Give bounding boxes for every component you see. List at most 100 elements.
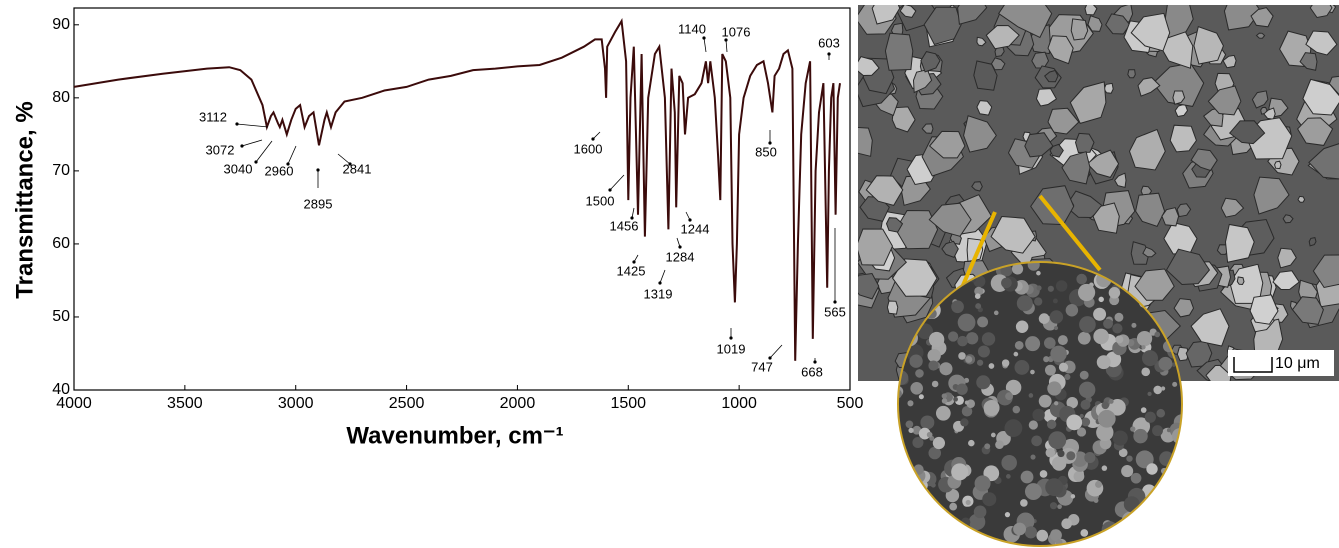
y-axis-title: Transmittance, %: [11, 101, 38, 298]
peak-label: 1500: [586, 193, 615, 208]
zoom-texture: [1153, 386, 1162, 395]
peak-arrow-head: [678, 245, 681, 248]
sem-particle: [1237, 277, 1244, 285]
zoom-texture: [901, 521, 912, 532]
zoom-texture: [1137, 331, 1152, 346]
peak-label: 3072: [206, 142, 235, 157]
zoom-texture: [951, 300, 964, 313]
zoom-texture: [1001, 455, 1017, 471]
zoom-texture: [1015, 341, 1024, 350]
zoom-texture: [1144, 531, 1153, 540]
zoom-texture: [1113, 430, 1128, 445]
zoom-texture: [1078, 332, 1091, 345]
zoom-texture: [1016, 321, 1028, 333]
zoom-texture: [1021, 471, 1034, 484]
zoom-texture: [984, 443, 990, 449]
peak-arrow-head: [688, 218, 691, 221]
sem-particle: [1128, 70, 1136, 78]
zoom-texture: [898, 496, 912, 510]
zoom-texture: [908, 428, 913, 433]
zoom-texture: [1133, 429, 1147, 443]
peak-label: 1425: [617, 263, 646, 278]
peak-arrow-head: [702, 36, 705, 39]
zoom-texture: [1045, 478, 1063, 496]
zoom-texture: [910, 513, 922, 525]
x-tick-label: 1500: [610, 395, 646, 412]
zoom-texture: [1080, 529, 1088, 537]
zoom-texture: [949, 503, 957, 511]
zoom-texture: [942, 398, 948, 404]
zoom-texture: [1061, 518, 1072, 529]
zoom-texture: [1029, 393, 1034, 398]
sem-particle: [1298, 196, 1305, 202]
peak-arrow-head: [630, 216, 633, 219]
peak-arrow-head: [724, 38, 727, 41]
zoom-texture: [1005, 392, 1013, 400]
zoom-texture: [1131, 323, 1136, 328]
zoom-texture: [1167, 428, 1171, 432]
zoom-texture: [1097, 355, 1111, 369]
y-tick-label: 50: [52, 308, 70, 325]
zoom-texture: [1050, 346, 1067, 363]
zoom-texture: [1053, 298, 1058, 303]
peak-label: 2960: [265, 163, 294, 178]
zoom-texture: [1030, 370, 1035, 375]
sem-particle: [887, 301, 897, 314]
peak-label: 1456: [610, 218, 639, 233]
peak-label: 747: [751, 359, 773, 374]
zoom-texture: [974, 506, 987, 519]
zoom-texture: [984, 400, 1000, 416]
zoom-texture: [1057, 504, 1062, 509]
zoom-texture: [1013, 523, 1026, 536]
zoom-texture: [915, 369, 924, 378]
y-tick-label: 90: [52, 16, 70, 33]
zoom-texture: [1080, 371, 1089, 380]
zoom-texture: [919, 394, 924, 399]
peak-arrow-head: [235, 122, 238, 125]
zoom-texture: [1030, 454, 1035, 459]
peak-label: 668: [801, 364, 823, 379]
zoom-texture: [932, 381, 939, 388]
zoom-texture: [920, 415, 934, 429]
peak-arrow-head: [813, 360, 816, 363]
zoom-texture: [927, 432, 933, 438]
zoom-texture: [938, 539, 955, 548]
zoom-texture: [1046, 448, 1056, 458]
zoom-texture: [1146, 463, 1157, 474]
zoom-texture: [989, 363, 995, 369]
peak-arrow-head: [827, 52, 830, 55]
zoom-texture: [1147, 392, 1151, 396]
zoom-texture: [994, 311, 999, 316]
x-tick-label: 2000: [500, 395, 536, 412]
peak-label: 1244: [681, 221, 710, 236]
peak-arrow: [660, 270, 665, 283]
zoom-texture: [907, 400, 913, 406]
zoom-texture: [958, 314, 976, 332]
zoom-texture: [1013, 406, 1021, 414]
y-tick-label: 40: [52, 381, 70, 398]
zoom-texture: [944, 524, 960, 540]
peak-label: 1600: [574, 141, 603, 156]
peak-label: 3112: [199, 109, 227, 124]
zoom-texture: [1047, 420, 1056, 429]
zoom-texture: [1161, 535, 1169, 543]
zoom-texture: [966, 332, 978, 344]
zoom-texture: [948, 331, 958, 341]
peak-label: 1076: [722, 24, 751, 39]
zoom-texture: [1001, 278, 1012, 289]
peak-arrow-head: [591, 137, 594, 140]
zoom-texture: [977, 316, 988, 327]
zoom-texture: [1014, 352, 1019, 357]
zoom-texture: [1002, 359, 1009, 366]
zoom-texture: [995, 440, 1004, 449]
zoom-texture: [977, 360, 983, 366]
x-tick-label: 1000: [721, 395, 757, 412]
zoom-texture: [976, 375, 990, 389]
zoom-texture: [1036, 271, 1041, 276]
zoom-texture: [1111, 535, 1128, 548]
zoom-texture: [942, 393, 947, 398]
zoom-texture: [1040, 470, 1048, 478]
zoom-texture: [1059, 363, 1068, 372]
y-tick-label: 80: [52, 89, 70, 106]
zoom-texture: [975, 303, 981, 309]
